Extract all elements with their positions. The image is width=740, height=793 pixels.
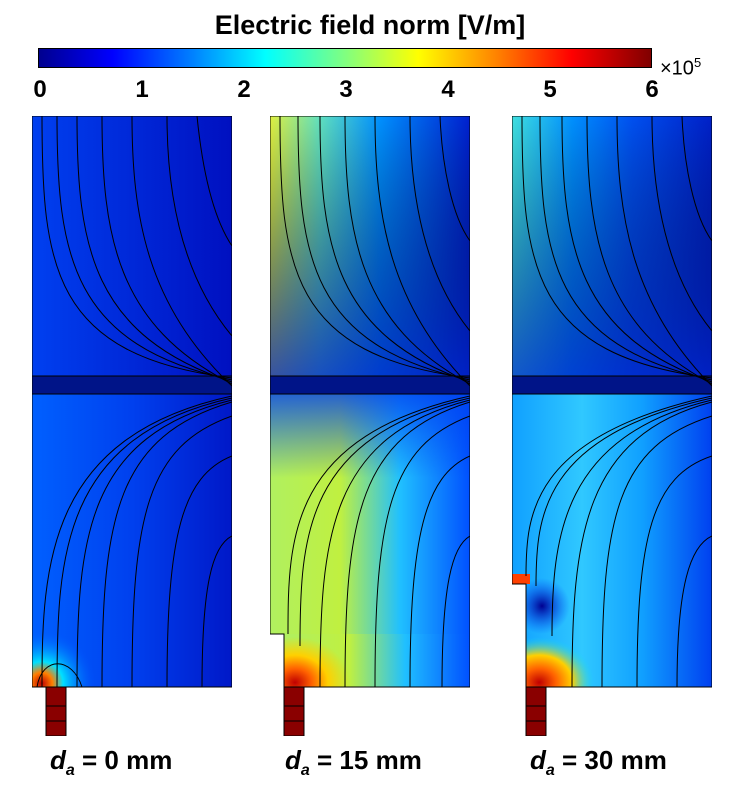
colorbar-tick-2: 2 [237, 76, 251, 103]
caption-0mm: da = 0 mm [50, 745, 173, 780]
caption-15mm: da = 15 mm [285, 745, 422, 780]
colorbar-tick-0: 0 [33, 76, 47, 103]
colorbar-tick-6: 6 [645, 76, 659, 103]
field-panel-15mm [270, 116, 470, 736]
colorbar [38, 48, 652, 68]
colorbar-tick-5: 5 [543, 76, 557, 103]
figure-title: Electric field norm [V/m] [214, 10, 526, 40]
colorbar-multiplier: ×105 [660, 55, 702, 80]
caption-30mm: da = 30 mm [530, 745, 667, 780]
field-panel-0mm [32, 116, 232, 736]
colorbar-tick-1: 1 [135, 76, 149, 103]
colorbar-tick-3: 3 [339, 76, 353, 103]
field-panel-30mm [512, 116, 712, 736]
colorbar-tick-4: 4 [441, 76, 455, 103]
